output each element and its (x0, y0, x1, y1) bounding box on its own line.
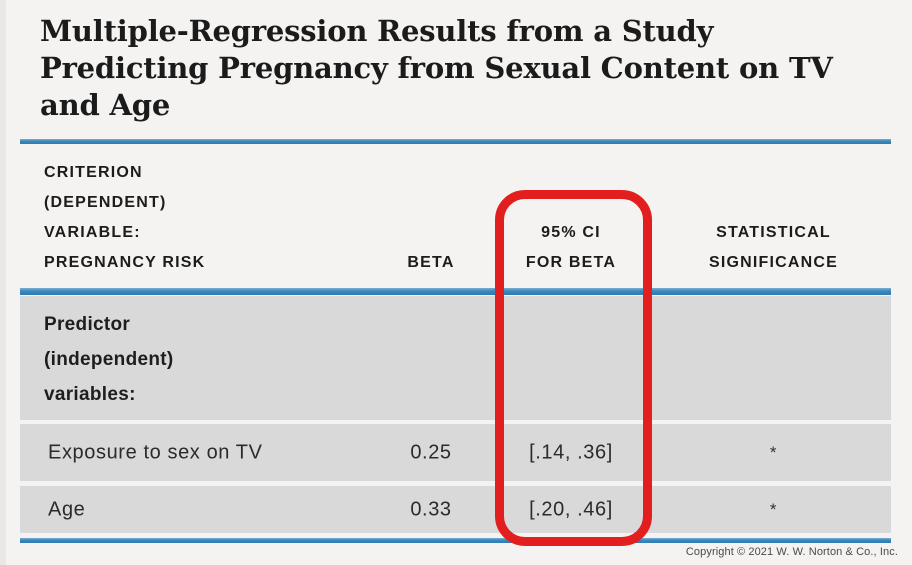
beta-column-header: BETA (407, 254, 455, 271)
predictor-section-line: Predictor (44, 314, 131, 335)
criterion-header-line: CRITERION (44, 164, 143, 181)
ci-header-line: FOR BETA (525, 254, 617, 271)
bottom-divider-rule (20, 538, 891, 543)
table-row-exposure: Exposure to sex on TV 0.25 [.14, .36] * (20, 424, 891, 481)
significance-header-line: SIGNIFICANCE (708, 254, 839, 271)
criterion-column-header: CRITERION (DEPENDENT) VARIABLE: PREGNANC… (44, 158, 205, 278)
significance-header-line: STATISTICAL (716, 224, 831, 241)
criterion-header-line: (DEPENDENT) (44, 194, 167, 211)
predictor-section-row: Predictor (independent) variables: (20, 296, 891, 420)
ci-column-header: 95% CI FOR BETA (486, 218, 656, 278)
row-label: Exposure to sex on TV (48, 441, 263, 463)
ci-value: [.20, .46] (529, 498, 613, 520)
predictor-section-line: variables: (44, 384, 136, 405)
table-row-age: Age 0.33 [.20, .46] * (20, 486, 891, 533)
significance-value: * (769, 499, 778, 519)
copyright-notice: Copyright © 2021 W. W. Norton & Co., Inc… (685, 546, 898, 558)
criterion-header-line: VARIABLE: (44, 224, 141, 241)
ci-value: [.14, .36] (529, 441, 613, 463)
beta-value: 0.33 (410, 498, 452, 520)
significance-column-header: STATISTICAL SIGNIFICANCE (656, 218, 891, 278)
row-label: Age (48, 498, 86, 520)
ci-header-line: 95% CI (541, 224, 601, 241)
predictor-section-line: (independent) (44, 349, 174, 370)
beta-value: 0.25 (410, 441, 452, 463)
figure-title: Multiple-Regression Results from a Study… (40, 14, 833, 122)
criterion-header-line: PREGNANCY RISK (44, 254, 206, 271)
title-divider-rule (20, 139, 891, 144)
predictor-section-label: Predictor (independent) variables: (44, 307, 174, 412)
header-divider-rule (20, 288, 891, 295)
significance-value: * (769, 442, 778, 462)
